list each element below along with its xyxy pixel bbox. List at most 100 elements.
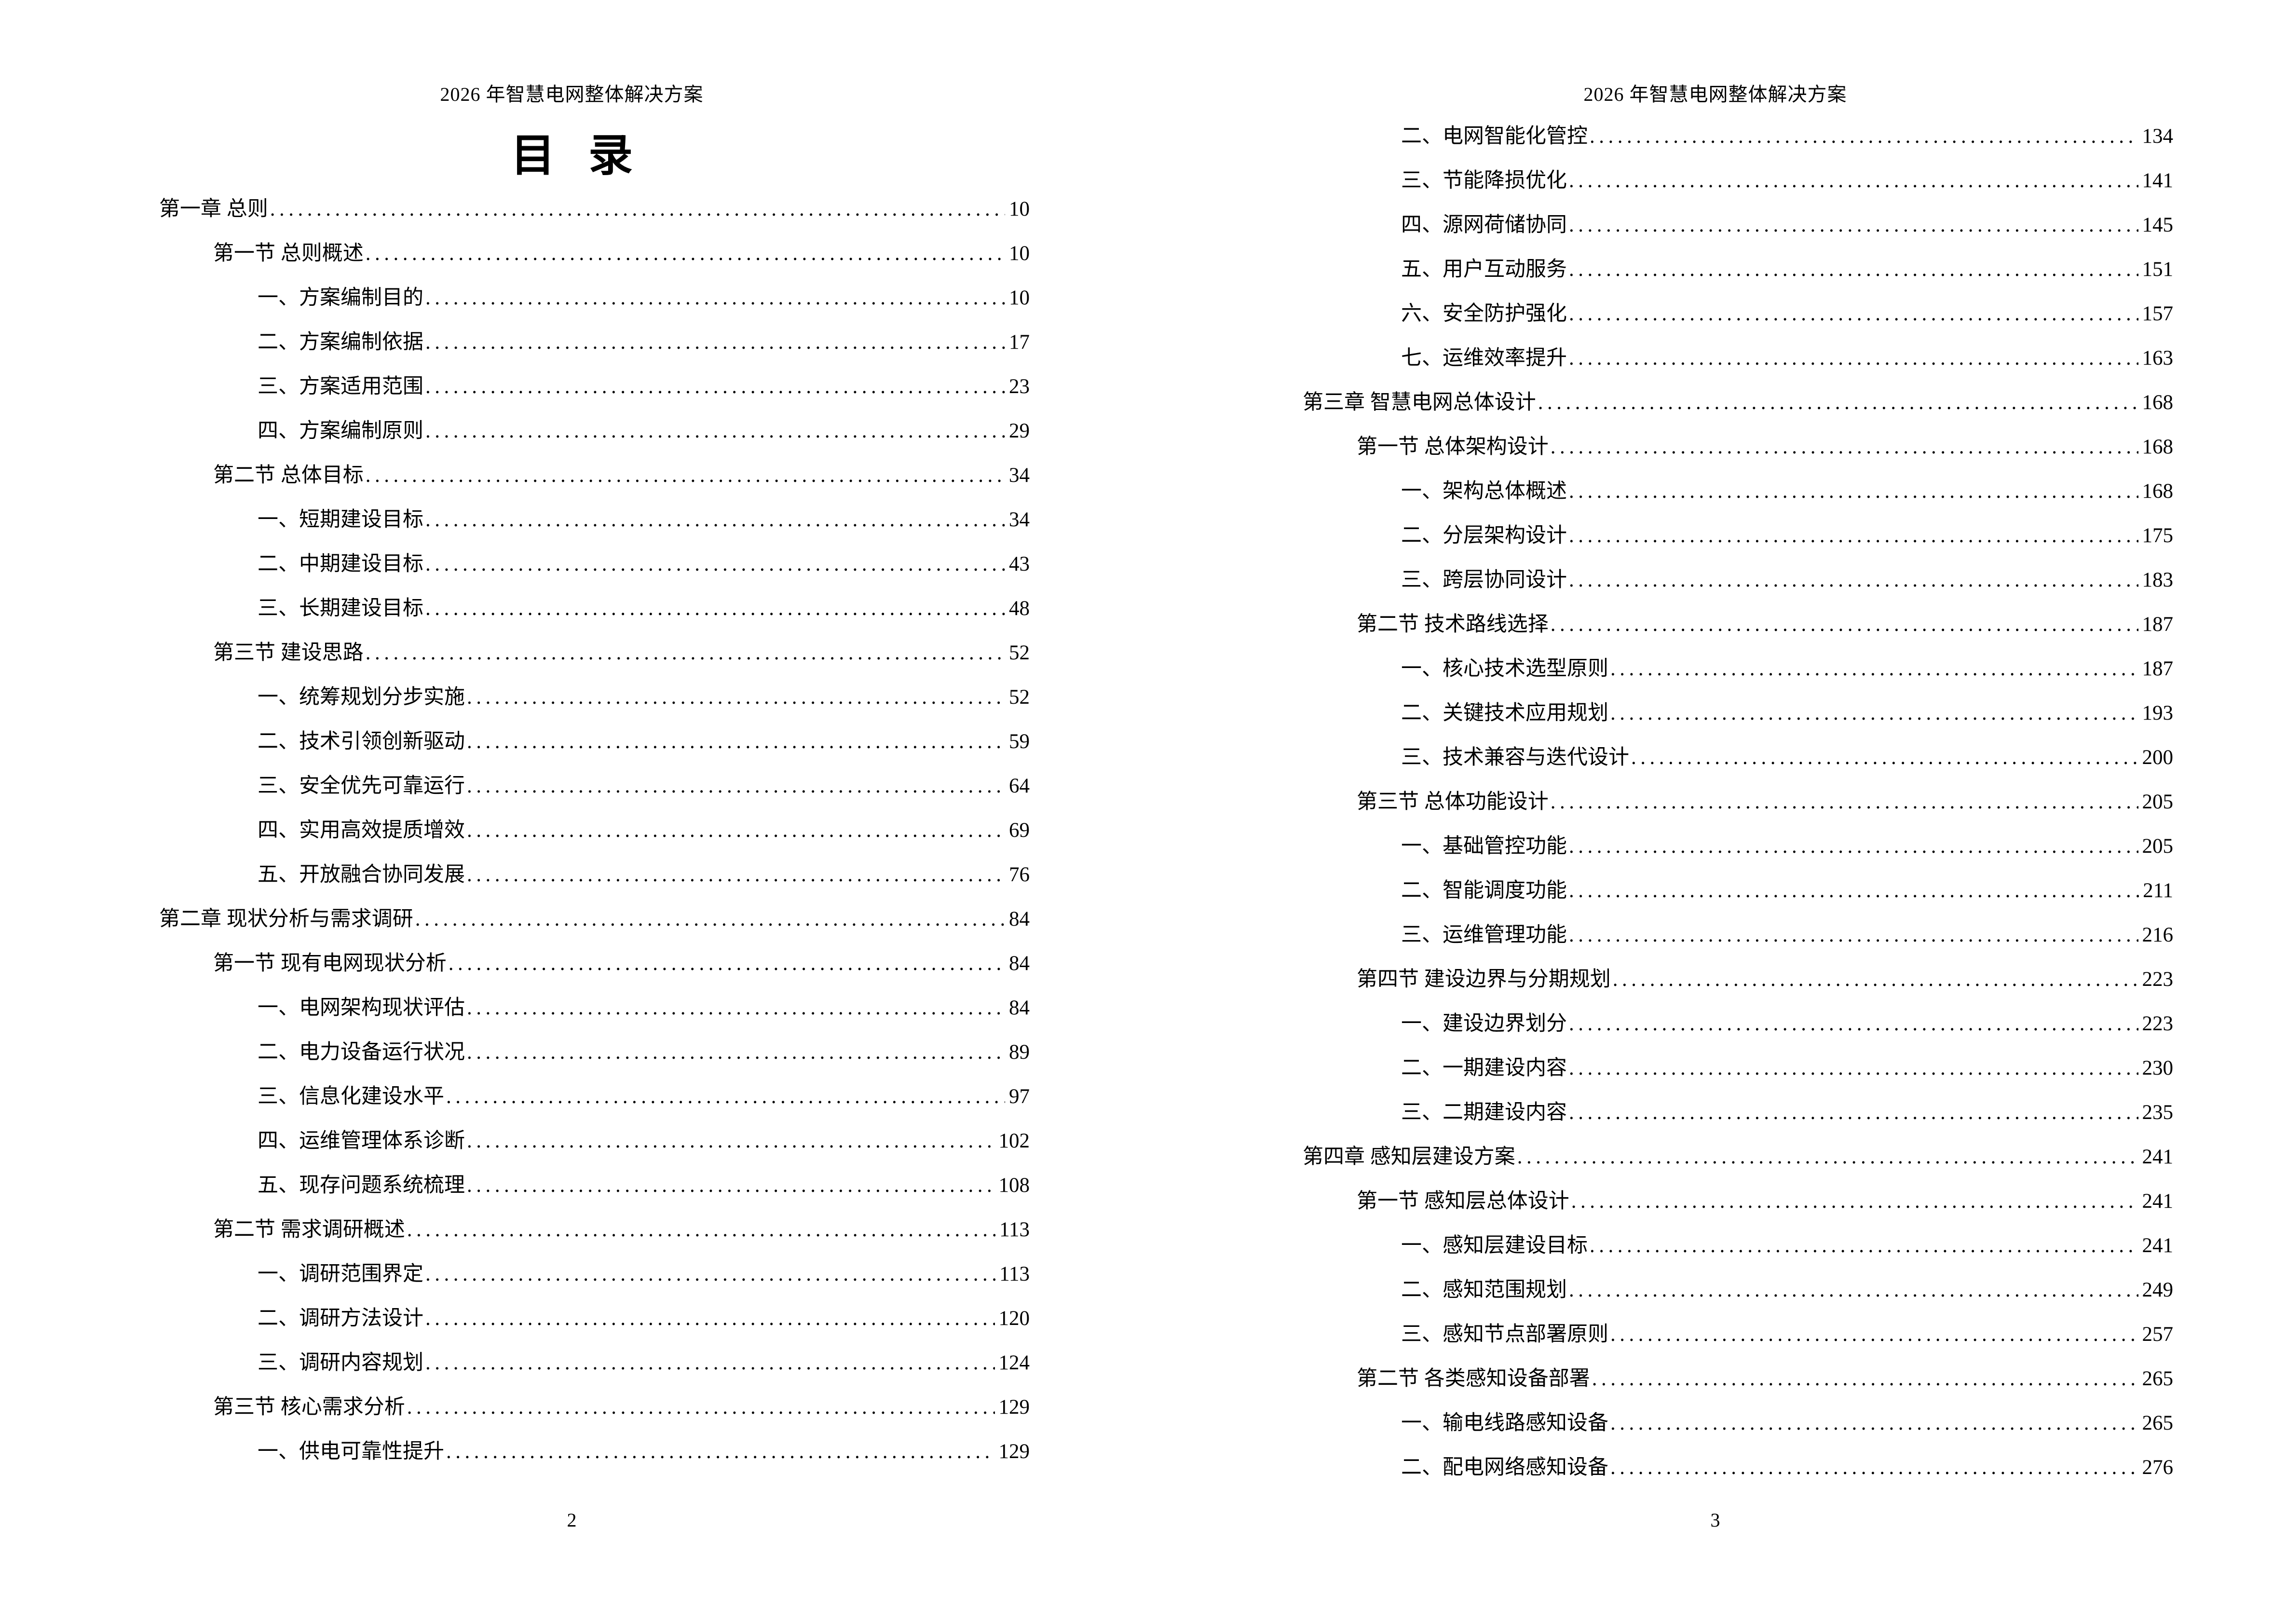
toc-entry-page-number: 230	[2142, 1057, 2174, 1079]
toc-entry-label: 第二节 各类感知设备部署	[1357, 1367, 1590, 1390]
toc-entry-page-number: 76	[1009, 863, 1030, 886]
toc-list: 二、电网智能化管控...............................…	[1303, 114, 2173, 1490]
toc-entry: 三、二期建设内容................................…	[1401, 1091, 2173, 1135]
toc-entry: 第四章 感知层建设方案.............................…	[1303, 1135, 2173, 1179]
toc-entry: 二、智能调度功能................................…	[1401, 869, 2173, 913]
toc-entry-page-number: 89	[1009, 1041, 1030, 1064]
toc-entry: 二、技术引领创新驱动..............................…	[258, 720, 1030, 764]
toc-entry-label: 第二节 总体目标	[213, 464, 364, 487]
toc-entry-page-number: 183	[2142, 569, 2174, 591]
toc-entry-page-number: 241	[2142, 1190, 2174, 1213]
toc-entry-label: 三、技术兼容与迭代设计	[1401, 746, 1629, 769]
toc-entry: 二、电力设备运行状况..............................…	[258, 1030, 1030, 1075]
toc-entry-label: 三、跨层协同设计	[1401, 569, 1567, 591]
toc-dot-leader: ........................................…	[365, 242, 1005, 265]
toc-entry: 第一节 感知层总体设计.............................…	[1357, 1179, 2173, 1224]
toc-entry: 第一节 现有电网现状分析............................…	[213, 942, 1030, 986]
toc-entry: 第一章 总则..................................…	[159, 187, 1030, 232]
toc-entry-page-number: 64	[1009, 775, 1030, 797]
toc-entry-label: 第三节 总体功能设计	[1357, 791, 1549, 813]
toc-dot-leader: ........................................…	[1612, 968, 2138, 991]
toc-entry: 三、信息化建设水平...............................…	[258, 1075, 1030, 1119]
toc-entry-label: 二、分层架构设计	[1401, 524, 1567, 547]
toc-page-left: 2026 年智慧电网整体解决方案 目 录 第一章 总则.............…	[159, 83, 1030, 1531]
toc-entry-label: 一、输电线路感知设备	[1401, 1412, 1608, 1434]
toc-entry: 三、长期建设目标................................…	[258, 587, 1030, 631]
toc-entry-label: 第一节 总则概述	[213, 242, 364, 265]
toc-entry: 三、运维管理功能................................…	[1401, 913, 2173, 957]
toc-entry: 三、方案适用范围................................…	[258, 365, 1030, 409]
toc-entry-page-number: 120	[998, 1307, 1030, 1330]
toc-entry-label: 三、调研内容规划	[258, 1351, 423, 1374]
toc-entry-page-number: 113	[999, 1263, 1030, 1285]
toc-entry: 一、基础管控功能................................…	[1401, 824, 2173, 869]
toc-dot-leader: ........................................…	[425, 287, 1005, 309]
toc-entry-label: 五、现存问题系统梳理	[258, 1174, 465, 1197]
toc-entry-page-number: 205	[2142, 835, 2174, 858]
toc-entry: 第三节 核心需求分析..............................…	[213, 1385, 1030, 1430]
toc-dot-leader: ........................................…	[467, 1130, 995, 1152]
toc-dot-leader: ........................................…	[407, 1218, 995, 1241]
toc-dot-leader: ........................................…	[467, 686, 1005, 709]
page-number: 2	[567, 1509, 577, 1531]
toc-entry: 二、方案编制依据................................…	[258, 320, 1030, 365]
toc-dot-leader: ........................................…	[1569, 524, 2138, 547]
toc-entry-label: 第四节 建设边界与分期规划	[1357, 968, 1611, 991]
toc-dot-leader: ........................................…	[1569, 1101, 2138, 1124]
toc-dot-leader: ........................................…	[1592, 1367, 2138, 1390]
toc-dot-leader: ........................................…	[446, 1085, 1005, 1108]
toc-entry-label: 三、安全优先可靠运行	[258, 775, 465, 797]
toc-entry-label: 二、电力设备运行状况	[258, 1041, 465, 1064]
toc-entry-label: 二、中期建设目标	[258, 553, 423, 575]
toc-dot-leader: ........................................…	[467, 996, 1005, 1019]
toc-entry: 二、分层架构设计................................…	[1401, 514, 2173, 558]
toc-dot-leader: ........................................…	[425, 375, 1005, 398]
toc-entry: 六、安全防护强化................................…	[1401, 292, 2173, 336]
toc-entry-label: 第三节 建设思路	[213, 641, 364, 664]
toc-dot-leader: ........................................…	[467, 730, 1005, 753]
toc-entry: 第三章 智慧电网总体设计............................…	[1303, 381, 2173, 425]
toc-entry-page-number: 223	[2142, 1012, 2174, 1035]
toc-entry-label: 二、关键技术应用规划	[1401, 702, 1608, 724]
toc-entry-label: 第三节 核心需求分析	[213, 1396, 405, 1419]
toc-entry-page-number: 10	[1009, 242, 1030, 265]
toc-dot-leader: ........................................…	[1517, 1146, 2138, 1168]
toc-entry: 一、方案编制目的................................…	[258, 276, 1030, 320]
toc-entry: 一、输电线路感知设备..............................…	[1401, 1401, 2173, 1446]
toc-dot-leader: ........................................…	[1569, 879, 2139, 902]
toc-entry: 一、架构总体概述................................…	[1401, 469, 2173, 514]
toc-dot-leader: ........................................…	[1610, 1412, 2138, 1434]
toc-dot-leader: ........................................…	[1569, 1057, 2138, 1079]
toc-entry-label: 第一节 现有电网现状分析	[213, 952, 447, 975]
document-header: 2026 年智慧电网整体解决方案	[440, 83, 704, 105]
toc-entry-page-number: 257	[2142, 1323, 2174, 1346]
toc-entry: 二、中期建设目标................................…	[258, 542, 1030, 587]
toc-dot-leader: ........................................…	[1569, 347, 2138, 369]
toc-entry: 四、运维管理体系诊断..............................…	[258, 1119, 1030, 1163]
toc-entry-page-number: 168	[2142, 480, 2174, 503]
toc-entry-label: 三、运维管理功能	[1401, 924, 1567, 946]
toc-dot-leader: ........................................…	[1569, 835, 2138, 858]
toc-entry-label: 二、方案编制依据	[258, 331, 423, 354]
toc-dot-leader: ........................................…	[467, 1174, 995, 1197]
toc-dot-leader: ........................................…	[1610, 1456, 2138, 1479]
toc-dot-leader: ........................................…	[1571, 1190, 2138, 1213]
toc-entry-page-number: 157	[2142, 302, 2174, 325]
toc-entry: 二、一期建设内容................................…	[1401, 1046, 2173, 1091]
toc-entry-page-number: 216	[2142, 924, 2174, 946]
toc-title: 目 录	[510, 131, 633, 180]
toc-dot-leader: ........................................…	[1569, 924, 2138, 946]
toc-entry-page-number: 235	[2142, 1101, 2174, 1124]
toc-entry-label: 三、信息化建设水平	[258, 1085, 444, 1108]
toc-entry-page-number: 113	[999, 1218, 1030, 1241]
toc-entry-label: 一、建设边界划分	[1401, 1012, 1567, 1035]
toc-dot-leader: ........................................…	[1590, 1234, 2138, 1257]
toc-entry: 三、调研内容规划................................…	[258, 1341, 1030, 1385]
toc-entry-label: 二、感知范围规划	[1401, 1279, 1567, 1301]
toc-dot-leader: ........................................…	[407, 1396, 995, 1419]
toc-dot-leader: ........................................…	[467, 775, 1005, 797]
toc-entry-label: 一、电网架构现状评估	[258, 996, 465, 1019]
toc-entry-page-number: 124	[998, 1351, 1030, 1374]
toc-entry: 二、配电网络感知设备..............................…	[1401, 1446, 2173, 1490]
toc-entry-label: 第二节 需求调研概述	[213, 1218, 405, 1241]
